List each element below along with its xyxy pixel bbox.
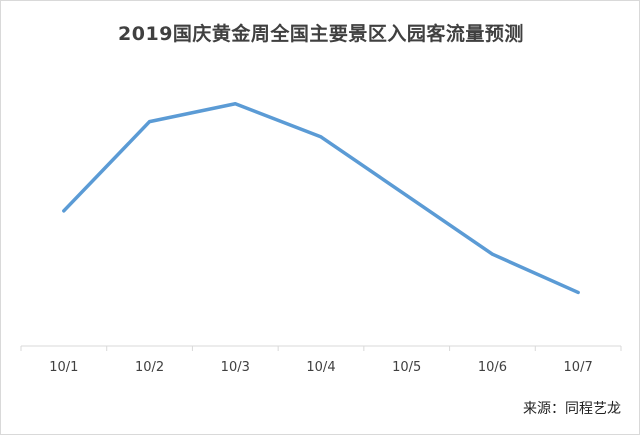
chart-title: 2019国庆黄金周全国主要景区入园客流量预测 (118, 23, 524, 45)
data-point (319, 135, 323, 139)
source-note: 来源：同程艺龙 (523, 401, 621, 417)
data-point (148, 120, 152, 124)
x-tick-label: 10/5 (392, 360, 421, 375)
data-point (576, 290, 580, 294)
data-point (490, 252, 494, 256)
data-point (62, 209, 66, 213)
series-line (62, 102, 580, 295)
data-point (233, 102, 237, 106)
x-tick-label: 10/6 (478, 360, 507, 375)
x-tick-label: 10/7 (564, 360, 593, 375)
x-tick-label: 10/2 (135, 360, 164, 375)
x-tick-label: 10/4 (306, 360, 335, 375)
x-tick-label: 10/3 (221, 360, 250, 375)
data-point (405, 194, 409, 198)
x-tick-label: 10/1 (49, 360, 78, 375)
